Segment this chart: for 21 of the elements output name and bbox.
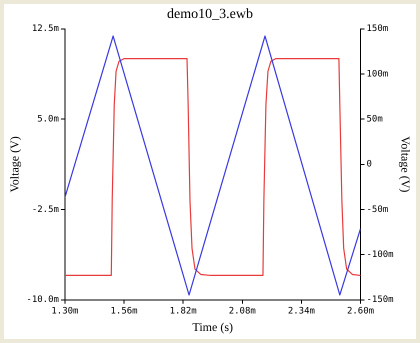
x-tick-label: 2.60m — [346, 306, 374, 317]
x-tick-label: 1.30m — [51, 306, 78, 317]
y2-tick-label: -150m — [366, 295, 394, 306]
y2-tick-label: 50m — [366, 114, 383, 124]
y2-tick-label: -50m — [366, 204, 388, 215]
y2-tick-label: 0 — [366, 160, 372, 170]
x-tick-label: 1.56m — [110, 306, 138, 317]
y-tick-label: -10.0m — [26, 295, 59, 306]
y-tick-label: 12.5m — [32, 24, 59, 34]
x-tick-label: 2.34m — [288, 306, 315, 317]
y2-axis-title: Voltage (V) — [398, 136, 413, 192]
y2-tick-label: 100m — [366, 69, 388, 80]
y2-tick-label: -100m — [366, 250, 394, 260]
y-tick-label: -2.5m — [32, 204, 59, 215]
x-axis-title: Time (s) — [192, 320, 233, 334]
chart-title: demo10_3.ewb — [167, 7, 253, 22]
y-tick-label: 5.0m — [37, 114, 59, 124]
y2-tick-label: 150m — [366, 24, 388, 34]
x-tick-label: 1.82m — [170, 306, 197, 317]
x-tick-label: 2.08m — [228, 306, 256, 317]
y-axis-title: Voltage (V) — [7, 136, 22, 192]
